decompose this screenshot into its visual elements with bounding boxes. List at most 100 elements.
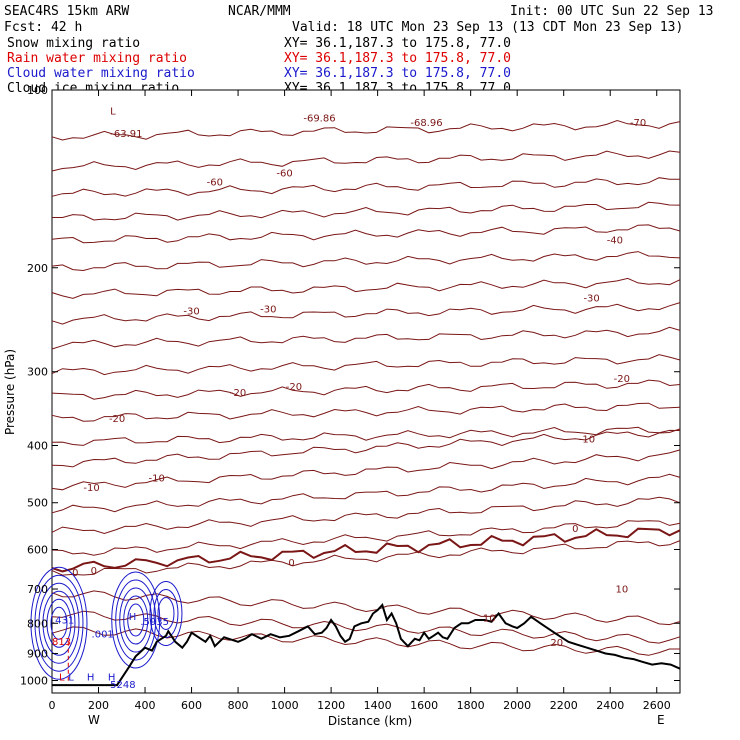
isotherm-line bbox=[51, 251, 681, 272]
x-tick-label: 0 bbox=[49, 699, 56, 712]
isotherm-line bbox=[51, 428, 681, 468]
contour-label: -30 bbox=[583, 293, 599, 304]
field-name: Snow mixing ratio bbox=[7, 36, 140, 51]
cloud-water-contour bbox=[38, 582, 80, 664]
cloud-water-label: H bbox=[87, 672, 95, 683]
x-tick-label: 2000 bbox=[503, 699, 531, 712]
contour-label: -20 bbox=[286, 382, 302, 393]
contour-label: -60 bbox=[276, 168, 292, 179]
x-tick-label: 2200 bbox=[550, 699, 578, 712]
contour-label: -40 bbox=[607, 236, 623, 247]
contour-label: 10 bbox=[483, 614, 496, 625]
cloud-water-contour bbox=[34, 574, 84, 672]
y-tick-label: 400 bbox=[27, 440, 48, 453]
cloud-water-contour bbox=[153, 588, 179, 638]
isotherm-line bbox=[51, 473, 681, 514]
isotherm-line bbox=[52, 201, 681, 221]
field-name: Rain water mixing ratio bbox=[7, 51, 187, 66]
contour-label: 0 bbox=[288, 558, 294, 569]
isotherm-line bbox=[51, 402, 681, 422]
terrain-line bbox=[52, 603, 681, 687]
cloud-water-label: .431 bbox=[52, 615, 74, 626]
cloud-water-contour bbox=[123, 595, 149, 645]
isotherm-line bbox=[51, 610, 681, 644]
rain-water-label: L bbox=[59, 672, 65, 683]
y-tick-label: 200 bbox=[27, 262, 48, 275]
y-tick-label: 1000 bbox=[20, 674, 48, 687]
y-tick-label: 300 bbox=[27, 366, 48, 379]
isotherm-line bbox=[51, 277, 681, 299]
y-axis-label: Pressure (hPa) bbox=[3, 349, 17, 435]
isotherm-line bbox=[51, 449, 681, 491]
isotherm-line bbox=[51, 590, 681, 626]
isotherm-line bbox=[51, 540, 681, 576]
field-name: Cloud water mixing ratio bbox=[7, 66, 195, 81]
isotherm-line bbox=[51, 379, 681, 400]
plot-area: -70 -69.86 -68.96 -63.91 -60 -60 -40 -30 -30 -30 -… bbox=[20, 84, 681, 712]
x-tick-label: 1200 bbox=[317, 699, 345, 712]
cloud-water-contour bbox=[42, 590, 76, 656]
cloud-water-label: .001 bbox=[92, 629, 114, 640]
isotherm-line bbox=[51, 496, 681, 535]
isotherm-line bbox=[51, 626, 680, 656]
west-label: W bbox=[88, 713, 100, 727]
contour-label: -30 bbox=[183, 307, 199, 318]
y-tick-label: 700 bbox=[27, 583, 48, 596]
x-tick-label: 2400 bbox=[596, 699, 624, 712]
x-tick-label: 1800 bbox=[457, 699, 485, 712]
x-tick-label: 1000 bbox=[271, 699, 299, 712]
contour-label: -63.91 bbox=[110, 129, 142, 140]
x-tick-label: 400 bbox=[135, 699, 156, 712]
cloud-water-contours bbox=[30, 566, 183, 680]
x-tick-label: 800 bbox=[228, 699, 249, 712]
cloud-water-label: H bbox=[129, 612, 137, 623]
field-legend: Snow mixing ratio XY= 36.1,187.3 to 175.8… bbox=[7, 36, 511, 96]
contour-label: -20 bbox=[109, 414, 125, 425]
cloud-water-label: .5935 bbox=[140, 617, 169, 628]
cloud-water-contour bbox=[157, 596, 175, 630]
contour-label: 10 bbox=[615, 585, 628, 596]
model-title: SEAC4RS 15km ARW bbox=[4, 4, 129, 19]
x-tick-label: 2600 bbox=[643, 699, 671, 712]
y-tick-label: 500 bbox=[27, 497, 48, 510]
cloud-water-label: H bbox=[108, 672, 116, 683]
contour-label: 0 bbox=[572, 524, 578, 535]
temperature-contours bbox=[51, 119, 681, 656]
contour-label: 20 bbox=[550, 638, 563, 649]
contour-label: 0 bbox=[72, 568, 78, 579]
cloud-water-contour bbox=[46, 598, 72, 648]
x-tick-label: 1600 bbox=[410, 699, 438, 712]
temperature-low-marker: L bbox=[110, 106, 116, 117]
valid-time: Valid: 18 UTC Mon 23 Sep 13 (13 CDT Mon … bbox=[292, 20, 683, 35]
y-tick-label: 100 bbox=[27, 84, 48, 97]
center-title: NCAR/MMM bbox=[228, 4, 291, 19]
cloud-water-label: L bbox=[68, 672, 74, 683]
contour-label: -10 bbox=[148, 473, 164, 484]
freezing-level-contour bbox=[51, 527, 681, 573]
east-label: E bbox=[657, 713, 665, 727]
plot-frame bbox=[51, 89, 681, 694]
cloud-water-contour bbox=[30, 566, 88, 680]
cloud-water-contour bbox=[115, 579, 157, 661]
isotherm-line bbox=[51, 426, 681, 446]
isotherm-line bbox=[51, 302, 681, 325]
cloud-water-contour bbox=[119, 587, 153, 653]
isotherm-line bbox=[51, 224, 681, 244]
isotherm-line bbox=[51, 520, 681, 556]
y-tick-label: 600 bbox=[27, 543, 48, 556]
isotherm-line bbox=[51, 150, 681, 172]
x-tick-label: 200 bbox=[88, 699, 109, 712]
contour-label: -30 bbox=[260, 304, 276, 315]
contour-label: -10 bbox=[579, 434, 595, 445]
x-tick-label: 1400 bbox=[364, 699, 392, 712]
contour-label: -20 bbox=[614, 374, 630, 385]
contour-labels: -70 -69.86 -68.96 -63.91 -60 -60 -40 -30 -30 -30 -… bbox=[52, 106, 646, 691]
field-xy: XY= 36.1,187.3 to 175.8, 77.0 bbox=[284, 66, 511, 81]
contour-label: -69.86 bbox=[303, 113, 335, 124]
contour-label: -68.96 bbox=[410, 118, 442, 129]
y-tick-label: 800 bbox=[27, 617, 48, 630]
contour-label: -20 bbox=[230, 388, 246, 399]
cloud-water-contour bbox=[149, 580, 183, 646]
isotherm-line bbox=[51, 326, 681, 350]
